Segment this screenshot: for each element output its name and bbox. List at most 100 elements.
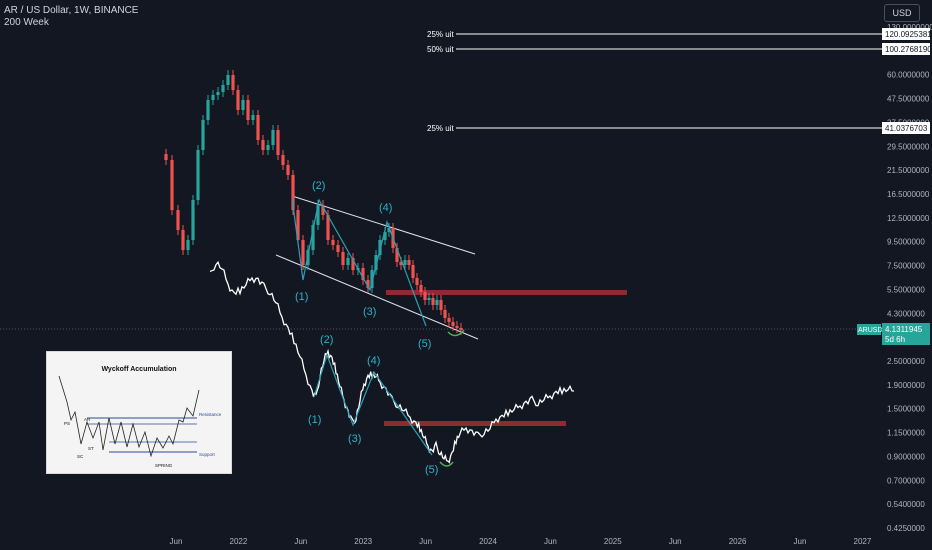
ticker-price: 4.1311945 xyxy=(885,325,923,334)
price-tick-label: 29.5000000 xyxy=(887,142,930,151)
candle-body xyxy=(351,258,355,270)
candle-body xyxy=(346,258,350,265)
candle-wave-5: (5) xyxy=(418,338,431,350)
candle-body xyxy=(236,90,240,110)
time-tick-label: 2027 xyxy=(854,537,872,546)
candle-body xyxy=(196,150,200,200)
time-tick-label: Jun xyxy=(669,537,682,546)
time-tick-label: Jun xyxy=(294,537,307,546)
price-tick-label: 1.1500000 xyxy=(887,429,925,438)
target-label-1: 25% uit xyxy=(427,30,454,39)
candle-body xyxy=(266,145,270,150)
candle-body xyxy=(170,160,174,210)
candle-body xyxy=(387,228,391,232)
candle-body xyxy=(301,240,305,265)
wyckoff-level-support: Support xyxy=(199,452,216,457)
candle-body xyxy=(261,140,265,150)
candle-body xyxy=(181,230,185,250)
wyckoff-level-resistance: Resistance xyxy=(199,412,222,417)
line-wave-2: (2) xyxy=(320,334,333,346)
time-tick-label: Jun xyxy=(544,537,557,546)
candle-body xyxy=(399,262,403,265)
candle-body xyxy=(341,252,345,265)
line-wave-1: (1) xyxy=(308,414,321,426)
target-value-badges: 120.0925381 100.2768190 41.0376703 xyxy=(882,28,932,134)
candle-body xyxy=(186,240,190,250)
candle-body xyxy=(374,255,378,270)
currency-button[interactable]: USD xyxy=(884,4,920,22)
wyckoff-label-ar: AR xyxy=(84,417,91,422)
price-tick-label: 0.9000000 xyxy=(887,452,925,461)
candle-body xyxy=(206,100,210,120)
price-tick-label: 47.5000000 xyxy=(887,95,930,104)
candle-body xyxy=(276,130,280,155)
time-tick-label: 2025 xyxy=(604,537,622,546)
candle-body xyxy=(419,285,423,292)
target-label-2: 50% uit xyxy=(427,45,454,54)
price-tick-label: 2.5000000 xyxy=(887,357,925,366)
candle-body xyxy=(455,326,459,328)
spring-curve-candles xyxy=(447,329,465,337)
candle-wave-3: (3) xyxy=(363,306,376,318)
candle-body xyxy=(459,328,463,330)
candle-body xyxy=(311,225,315,250)
candle-body xyxy=(423,292,427,300)
target-value-2: 100.2768190 xyxy=(885,45,932,54)
candle-body xyxy=(366,280,370,288)
time-axis[interactable]: Jun 2022 Jun 2023 Jun 2024 Jun 2025 Jun 2026 Jun 20… xyxy=(170,537,872,546)
resistance-zone-candles xyxy=(386,290,627,295)
candle-wave-1: (1) xyxy=(295,291,308,303)
candle-body xyxy=(256,115,260,140)
price-tick-label: 21.5000000 xyxy=(887,166,930,175)
candle-body xyxy=(316,205,320,225)
line-wave-5: (5) xyxy=(425,464,438,476)
candle-body xyxy=(415,278,419,285)
candle-body xyxy=(435,300,439,305)
target-value-3: 41.0376703 xyxy=(885,124,928,133)
ticker-symbol-badge xyxy=(857,324,881,335)
candle-body xyxy=(291,175,295,210)
candle-wave-path xyxy=(291,197,427,327)
price-tick-label: 9.5000000 xyxy=(887,238,925,247)
candle-wave-2: (2) xyxy=(312,180,325,192)
price-tick-label: 130.0000000 xyxy=(887,23,932,32)
candle-body xyxy=(427,298,431,300)
candle-body xyxy=(407,260,411,265)
candle-body xyxy=(271,130,275,145)
candle-body xyxy=(176,210,180,230)
candle-body xyxy=(411,265,415,278)
candle-body xyxy=(231,75,235,90)
candlestick-series[interactable] xyxy=(164,70,463,335)
price-axis[interactable]: 130.000000087.000000060.000000047.500000… xyxy=(887,23,932,533)
candle-body xyxy=(201,120,205,150)
spring-curve-line xyxy=(439,461,454,467)
candle-body xyxy=(383,232,387,240)
candle-body xyxy=(443,310,447,318)
candle-wave-4: (4) xyxy=(379,202,392,214)
candle-body xyxy=(431,298,435,305)
wyckoff-label-spring: SPRING xyxy=(155,463,173,468)
line-wave-4: (4) xyxy=(367,355,380,367)
time-tick-label: 2022 xyxy=(230,537,248,546)
wyckoff-label-sc: SC xyxy=(77,454,84,459)
candle-body xyxy=(378,240,382,255)
line-wave-3: (3) xyxy=(348,433,361,445)
line-wave-path xyxy=(313,353,433,456)
candle-body xyxy=(211,95,215,100)
price-tick-label: 5.5000000 xyxy=(887,285,925,294)
candle-body xyxy=(281,155,285,165)
candle-body xyxy=(321,205,325,215)
target-value-1: 120.0925381 xyxy=(885,30,932,39)
time-tick-label: 2024 xyxy=(479,537,497,546)
price-tick-label: 60.0000000 xyxy=(887,71,930,80)
chart-symbol-title: AR / US Dollar, 1W, BINANCE xyxy=(4,5,139,16)
ticker-countdown: 5d 6h xyxy=(885,335,905,344)
indicator-label[interactable]: 200 Week xyxy=(4,17,49,28)
candle-body xyxy=(286,165,290,175)
candle-body xyxy=(241,100,245,110)
time-tick-label: Jun xyxy=(794,537,807,546)
ticker-symbol: ARUSD xyxy=(858,327,883,334)
line-wave-labels: (1) (2) (3) (4) (5) xyxy=(308,334,438,476)
candle-body xyxy=(331,240,335,245)
